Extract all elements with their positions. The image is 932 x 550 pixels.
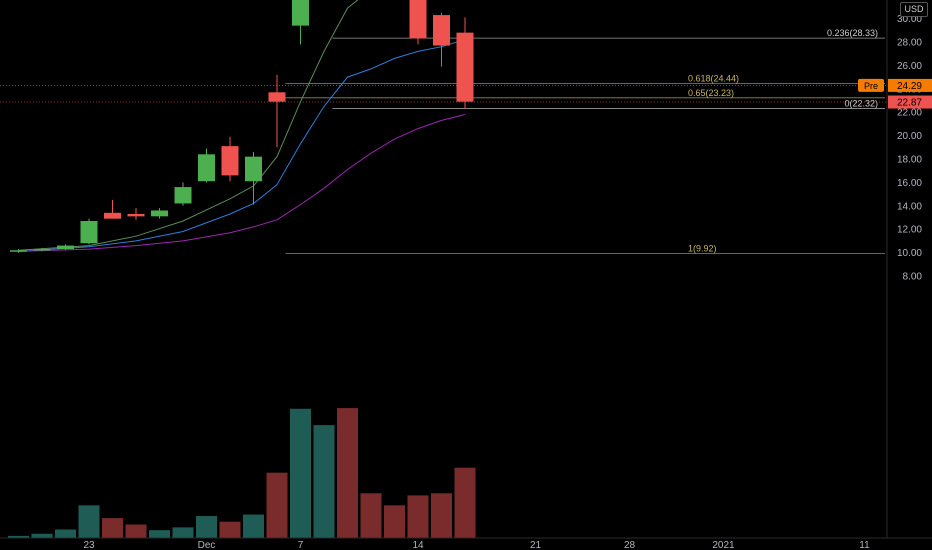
volume-bar	[431, 493, 452, 538]
x-tick-label: 28	[624, 540, 636, 550]
fibonacci-layer: 1(47.80)0.786(42.35)0.65(38.88)0.618(38.…	[285, 28, 885, 254]
volume-bar	[313, 425, 335, 538]
last-price-badge	[888, 95, 932, 109]
candle-body	[80, 221, 98, 244]
volume-bar	[8, 535, 29, 538]
volume-bar	[55, 529, 76, 538]
volume-bar	[384, 505, 405, 538]
candle	[221, 136, 239, 182]
candle-body	[456, 32, 474, 102]
candle-body	[33, 249, 51, 251]
time-axis-ticks: 23 Dec 7 14 21 28 2021 11	[83, 540, 870, 550]
y-tick-label: 14.00	[897, 201, 922, 212]
candle-layer	[10, 0, 474, 253]
y-tick-label: 32.00	[897, 0, 922, 2]
volume-bar	[266, 472, 288, 538]
candle	[433, 12, 450, 67]
y-tick-label: 20.00	[897, 131, 922, 142]
volume-bar	[454, 467, 476, 538]
candle	[245, 151, 262, 205]
pre-price-badge	[888, 78, 932, 92]
y-tick-label: 10.00	[897, 248, 922, 259]
x-tick-label: 14	[412, 540, 424, 550]
volume-bar	[31, 533, 53, 538]
candle-body	[127, 213, 145, 217]
candle	[292, 0, 309, 45]
fib-level-label: 1(9.92)	[688, 244, 717, 254]
candle	[104, 199, 121, 219]
volume-bar	[243, 514, 264, 538]
y-tick-label: 12.00	[897, 225, 922, 236]
volume-bar	[102, 518, 123, 538]
last-price-value: 22.87	[897, 98, 922, 109]
candle-body	[198, 154, 215, 182]
volume-bar	[78, 505, 100, 538]
candle-body	[174, 187, 192, 204]
moving-average-layer	[18, 0, 466, 252]
volume-bar	[219, 521, 241, 538]
candle-body	[104, 212, 121, 219]
candle-body	[245, 156, 262, 182]
fib-level-label: 0.65(23.23)	[688, 88, 734, 98]
volume-layer	[8, 408, 476, 538]
candle-body	[292, 0, 309, 26]
candle	[409, 0, 427, 45]
x-tick-label: Dec	[198, 540, 216, 550]
price-badges: Pre 24.29 22.87	[858, 78, 932, 109]
volume-bar	[125, 524, 147, 538]
fib-level-label: 0.236(28.33)	[827, 28, 878, 38]
candle	[268, 74, 286, 148]
currency-button[interactable]: USD	[900, 2, 928, 17]
y-tick-label: 26.00	[897, 61, 922, 72]
ma-mid-line	[18, 39, 466, 252]
candle	[33, 247, 51, 252]
x-tick-label: 21	[530, 540, 542, 550]
price-line-layer	[0, 85, 887, 103]
fib-level-label: 0.618(24.44)	[688, 74, 739, 84]
y-tick-label: 16.00	[897, 178, 922, 189]
fib-level-label: 0(22.32)	[844, 98, 878, 108]
ma-slow-line	[18, 114, 466, 252]
pre-market-badge	[858, 78, 884, 92]
candle	[57, 244, 74, 251]
y-tick-label: 28.00	[897, 38, 922, 49]
candle-body	[10, 250, 27, 252]
candle	[151, 208, 168, 219]
candle	[127, 208, 145, 220]
candle-body	[151, 210, 168, 217]
candle	[174, 182, 192, 206]
y-tick-label: 18.00	[897, 155, 922, 166]
x-tick-label: 7	[298, 540, 304, 550]
volume-bar	[172, 527, 194, 538]
volume-bar	[149, 530, 170, 538]
candle	[198, 148, 215, 183]
volume-bar	[407, 495, 429, 538]
candle	[456, 17, 474, 109]
volume-bar	[360, 493, 382, 538]
y-tick-label: 30.00	[897, 14, 922, 25]
candle-body	[409, 0, 427, 39]
candle-body	[57, 245, 74, 250]
y-tick-label: 8.00	[903, 272, 923, 283]
y-tick-label: 22.00	[897, 108, 922, 119]
pre-price-value: 24.29	[897, 81, 922, 92]
pre-market-label: Pre	[864, 81, 878, 91]
candle-body	[268, 92, 286, 102]
x-tick-label: 11	[859, 540, 870, 550]
candle-body	[221, 146, 239, 176]
x-tick-label: 23	[83, 540, 95, 550]
volume-bar	[290, 408, 311, 538]
x-tick-label: 2021	[712, 540, 735, 550]
ma-fast-line	[18, 0, 359, 251]
candle-body	[433, 15, 450, 46]
price-axis-ticks: 8.0010.0012.0014.0016.0018.0020.0022.002…	[897, 0, 922, 283]
candle	[80, 218, 98, 245]
candle	[10, 249, 27, 253]
volume-bar	[337, 408, 358, 538]
volume-bar	[196, 515, 217, 538]
